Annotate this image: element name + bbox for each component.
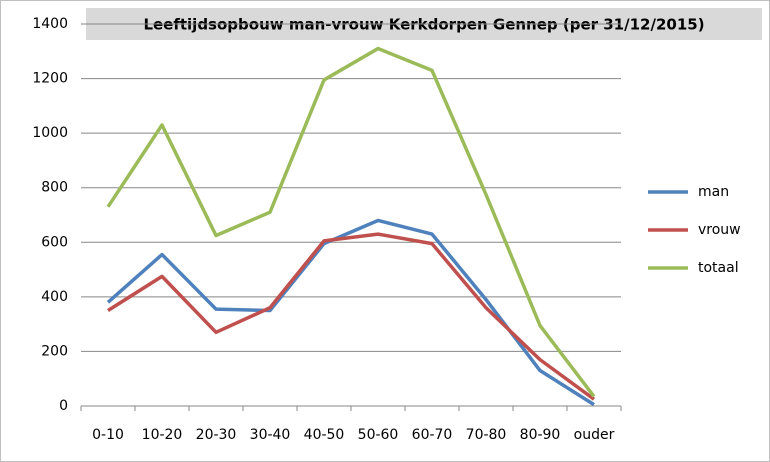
y-tick-label: 1200 xyxy=(32,71,68,87)
y-tick-label: 600 xyxy=(41,234,68,250)
y-tick-label: 0 xyxy=(59,398,68,414)
x-tick-label: 10-20 xyxy=(142,427,183,443)
x-tick-label: 20-30 xyxy=(196,427,237,443)
y-tick-label: 1000 xyxy=(32,125,68,141)
x-tick-label: 60-70 xyxy=(412,427,453,443)
data-line xyxy=(107,232,596,401)
x-tick-label: 0-10 xyxy=(92,427,124,443)
legend-label: totaal xyxy=(698,260,739,276)
y-tick-label: 800 xyxy=(41,180,68,196)
y-tick-label: 200 xyxy=(41,343,68,359)
x-tick-label: 50-60 xyxy=(358,427,399,443)
x-tick-label: 80-90 xyxy=(520,427,561,443)
x-tick-label: 40-50 xyxy=(304,427,345,443)
legend-label: vrouw xyxy=(698,222,741,238)
x-tick-label: ouder xyxy=(574,427,615,443)
x-tick-label: 30-40 xyxy=(250,427,291,443)
y-tick-label: 400 xyxy=(41,289,68,305)
y-tick-label: 1400 xyxy=(32,16,68,32)
x-tick-label: 70-80 xyxy=(466,427,507,443)
data-line xyxy=(106,46,596,398)
legend-label: man xyxy=(698,184,729,200)
